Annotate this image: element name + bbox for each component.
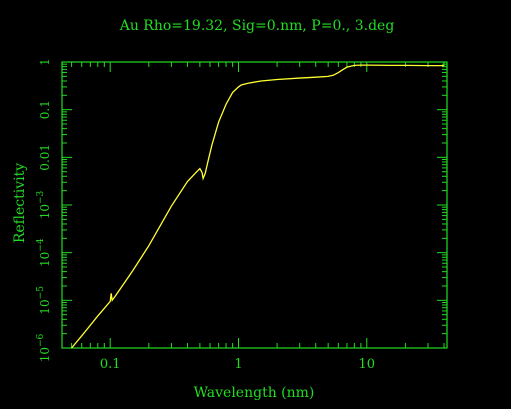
x-tick-label: 0.1 — [100, 357, 121, 372]
x-tick-labels: 0.1 1 10 — [100, 357, 375, 372]
y-tick-label: 1 — [38, 58, 52, 66]
reflectivity-series-line — [71, 64, 445, 349]
y-axis-label: Reflectivity — [12, 163, 28, 243]
x-axis-label: Wavelength (nm) — [194, 385, 315, 401]
y-tick-label: 0.01 — [38, 144, 52, 171]
major-ticks — [62, 61, 447, 349]
minor-ticks — [62, 62, 447, 348]
y-tick-label: 10−5 — [36, 286, 52, 315]
y-tick-label: 0.1 — [38, 100, 52, 119]
x-tick-label: 1 — [234, 357, 242, 372]
y-tick-label: 10−6 — [36, 333, 52, 362]
x-tick-label: 10 — [359, 357, 376, 372]
plot-frame — [61, 61, 448, 349]
y-tick-label: 10−3 — [36, 190, 52, 219]
y-tick-labels: 10−6 10−5 10−4 10−3 0.01 0.1 1 — [36, 58, 52, 362]
y-tick-label: 10−4 — [36, 238, 52, 267]
chart-title: Au Rho=19.32, Sig=0.nm, P=0., 3.deg — [119, 18, 395, 34]
